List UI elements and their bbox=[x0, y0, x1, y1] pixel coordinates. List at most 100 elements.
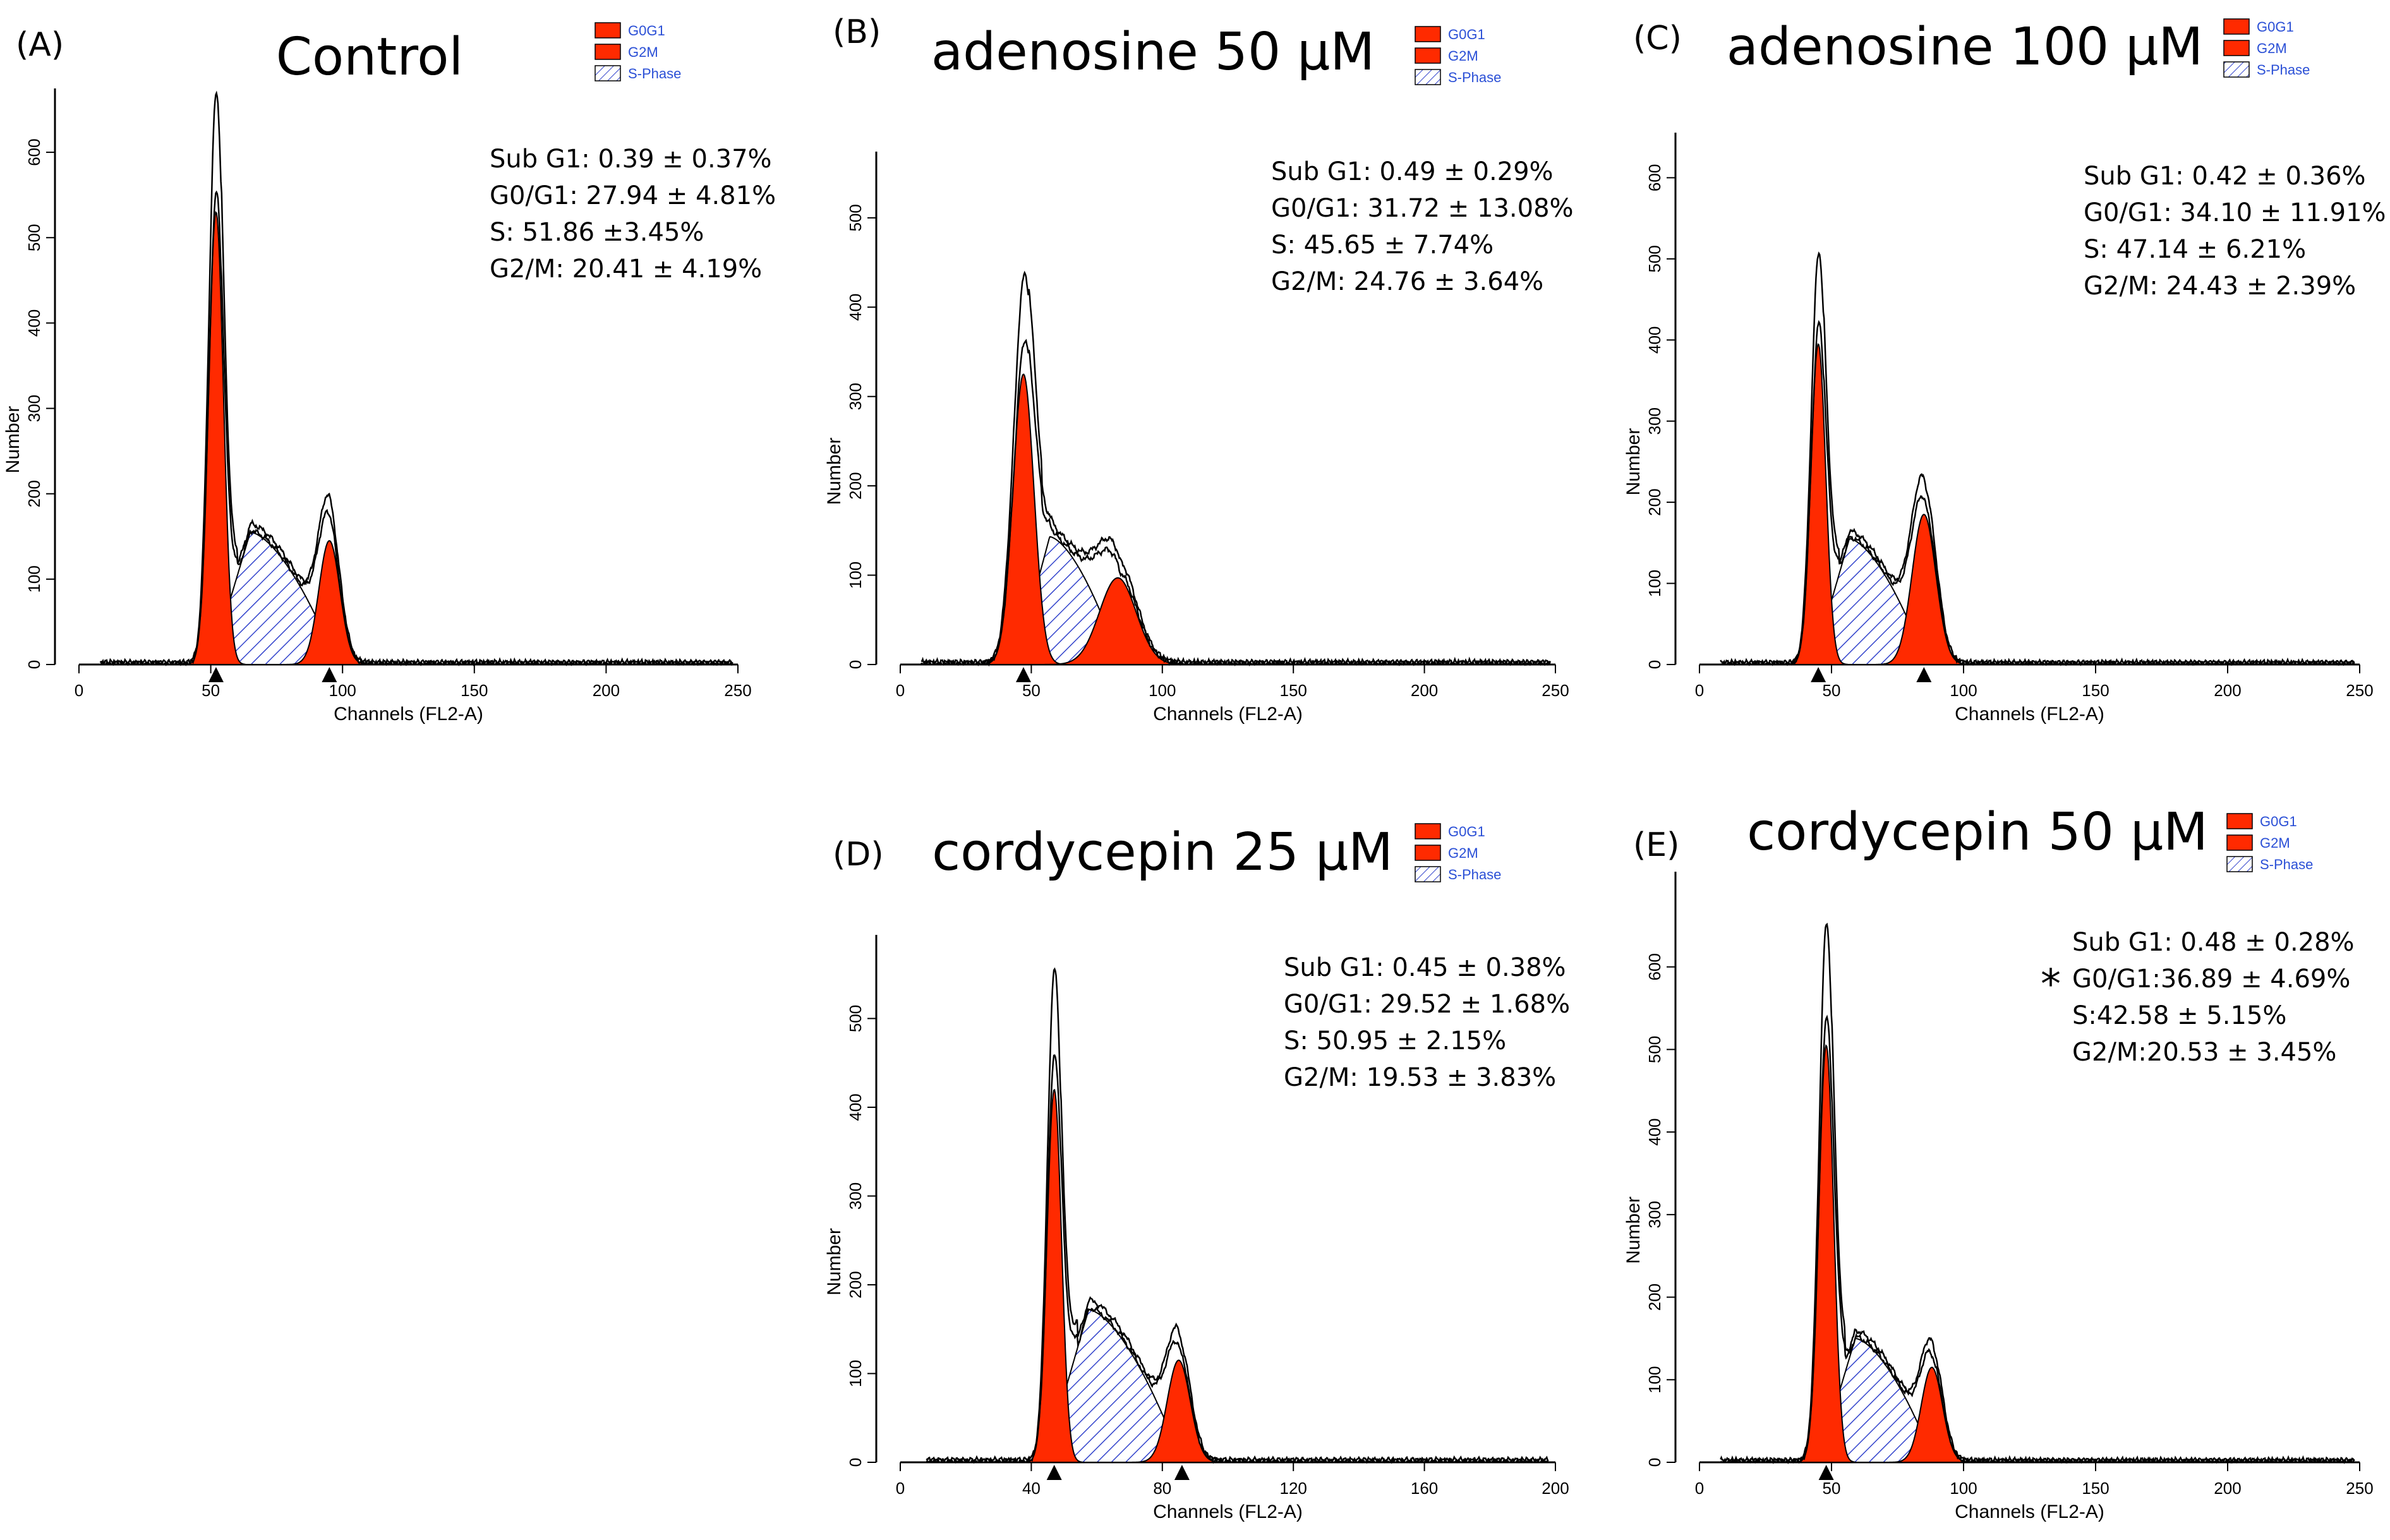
stat-line: G2/M: 19.53 ± 3.83% bbox=[1284, 1063, 1556, 1092]
panel-title: Control bbox=[276, 27, 463, 87]
stat-line: S: 50.95 ± 2.15% bbox=[1284, 1026, 1506, 1056]
histogram-panel: 0 40 80 120 160 200 0 100 200 300 400 500 Channels (… bbox=[824, 822, 1570, 1522]
y-tick-label: 300 bbox=[846, 1182, 865, 1210]
y-tick-label: 600 bbox=[1645, 953, 1664, 980]
x-tick-label: 100 bbox=[1950, 681, 1977, 700]
panel-title: cordycepin 50 μM bbox=[1747, 802, 2208, 862]
y-tick-label: 300 bbox=[846, 383, 865, 410]
peak-marker-triangle bbox=[208, 667, 224, 682]
y-tick-label: 100 bbox=[1645, 570, 1664, 597]
peak-marker-triangle bbox=[1015, 667, 1031, 682]
histogram-panel: 0 50 100 150 200 250 0 100 200 300 400 500 600 Channe… bbox=[3, 22, 776, 725]
x-tick-label: 200 bbox=[2214, 681, 2241, 700]
legend-label-s-phase: S-Phase bbox=[1448, 69, 1501, 85]
x-tick-label: 200 bbox=[1542, 1479, 1569, 1498]
legend-label-s-phase: S-Phase bbox=[1448, 867, 1501, 882]
legend-swatch-g2m bbox=[594, 44, 621, 60]
y-tick-label: 0 bbox=[846, 1458, 865, 1467]
legend-label-g2m: G2M bbox=[2260, 835, 2290, 851]
x-tick-label: 250 bbox=[1542, 681, 1569, 700]
legend-label-g0g1: G0G1 bbox=[1448, 27, 1485, 42]
legend-swatch-g2m bbox=[1415, 47, 1441, 64]
y-tick-label: 0 bbox=[1645, 660, 1664, 669]
raw-histogram-trace bbox=[1720, 1014, 2355, 1464]
x-axis-label: Channels (FL2-A) bbox=[1153, 1501, 1303, 1522]
stat-line: G2/M: 24.76 ± 3.64% bbox=[1271, 267, 1543, 296]
x-tick-label: 200 bbox=[593, 681, 620, 700]
panel-title: adenosine 100 μM bbox=[1727, 17, 2203, 77]
panel-label: (A) bbox=[16, 26, 64, 64]
x-tick-label: 250 bbox=[2346, 681, 2373, 700]
y-tick-label: 600 bbox=[1645, 164, 1664, 191]
stat-line: S: 45.65 ± 7.74% bbox=[1271, 231, 1494, 260]
peak-marker-triangle bbox=[1916, 667, 1932, 682]
histogram-panel: 0 50 100 150 200 250 0 100 200 300 400 500 600 Channe… bbox=[1623, 17, 2386, 725]
legend: G0G1 G2M S-Phase bbox=[594, 22, 681, 81]
x-axis-label: Channels (FL2-A) bbox=[1955, 704, 2104, 725]
legend-swatch-g0g1 bbox=[1415, 823, 1441, 839]
x-tick-label: 150 bbox=[2082, 1479, 2109, 1498]
x-tick-label: 50 bbox=[1823, 1479, 1841, 1498]
peak-marker-triangle bbox=[1046, 1465, 1062, 1480]
legend: G0G1 G2M S-Phase bbox=[1415, 26, 1501, 85]
y-tick-label: 200 bbox=[846, 1271, 865, 1298]
stat-line: G0/G1: 29.52 ± 1.68% bbox=[1284, 990, 1570, 1019]
x-tick-label: 100 bbox=[329, 681, 356, 700]
x-axis-label: Channels (FL2-A) bbox=[334, 704, 483, 725]
y-tick-label: 300 bbox=[1645, 1201, 1664, 1228]
x-tick-label: 120 bbox=[1280, 1479, 1307, 1498]
legend-label-g0g1: G0G1 bbox=[1448, 824, 1485, 839]
y-tick-label: 0 bbox=[25, 660, 44, 669]
x-tick-label: 0 bbox=[1695, 681, 1704, 700]
y-tick-label: 500 bbox=[1645, 1036, 1664, 1063]
peak-marker-triangle bbox=[1811, 667, 1826, 682]
peak-marker-triangle bbox=[322, 667, 337, 682]
raw-histogram-trace bbox=[99, 190, 733, 666]
legend-swatch-s-phase bbox=[2223, 61, 2250, 78]
x-tick-label: 0 bbox=[1695, 1479, 1704, 1498]
stat-line: G0/G1: 27.94 ± 4.81% bbox=[490, 181, 776, 210]
legend-label-g0g1: G0G1 bbox=[2260, 814, 2297, 829]
x-tick-label: 200 bbox=[1411, 681, 1438, 700]
histogram-panel: 0 50 100 150 200 250 0 100 200 300 400 500 600 Channe… bbox=[1623, 802, 2374, 1522]
legend-label-g0g1: G0G1 bbox=[628, 23, 665, 39]
y-tick-label: 400 bbox=[1645, 1118, 1664, 1145]
x-tick-label: 40 bbox=[1022, 1479, 1041, 1498]
x-tick-label: 50 bbox=[1022, 681, 1041, 700]
x-tick-label: 50 bbox=[202, 681, 220, 700]
legend-label-g2m: G2M bbox=[628, 44, 658, 60]
x-tick-label: 0 bbox=[75, 681, 83, 700]
x-tick-label: 0 bbox=[896, 1479, 905, 1498]
y-axis-label: Number bbox=[1623, 428, 1644, 496]
g2m-peak bbox=[1044, 577, 1192, 665]
stat-line: G0/G1: 34.10 ± 11.91% bbox=[2084, 198, 2386, 227]
legend-label-g0g1: G0G1 bbox=[2257, 19, 2294, 35]
legend: G0G1 G2M S-Phase bbox=[1415, 823, 1501, 882]
x-tick-label: 50 bbox=[1823, 681, 1841, 700]
stat-line: G0/G1: 31.72 ± 13.08% bbox=[1271, 194, 1574, 223]
peak-marker-triangle bbox=[1818, 1465, 1834, 1480]
y-tick-label: 300 bbox=[25, 395, 44, 422]
raw-histogram-trace bbox=[926, 967, 1548, 1464]
x-axis-label: Channels (FL2-A) bbox=[1955, 1501, 2104, 1522]
raw-histogram-trace bbox=[920, 270, 1551, 667]
stat-line: S:42.58 ± 5.15% bbox=[2072, 1001, 2286, 1030]
legend-swatch-g0g1 bbox=[2223, 18, 2250, 35]
legend: G0G1 G2M S-Phase bbox=[2223, 18, 2310, 78]
stat-line: Sub G1: 0.48 ± 0.28% bbox=[2072, 928, 2355, 957]
legend-swatch-s-phase bbox=[1415, 866, 1441, 882]
x-tick-label: 250 bbox=[724, 681, 751, 700]
y-tick-label: 500 bbox=[846, 1005, 865, 1032]
stat-line: Sub G1: 0.45 ± 0.38% bbox=[1284, 953, 1566, 982]
y-axis-label: Number bbox=[1623, 1196, 1644, 1264]
y-tick-label: 100 bbox=[25, 565, 44, 593]
y-tick-label: 200 bbox=[846, 472, 865, 499]
legend-swatch-s-phase bbox=[594, 65, 621, 81]
x-tick-label: 150 bbox=[1280, 681, 1307, 700]
x-tick-label: 250 bbox=[2346, 1479, 2373, 1498]
y-axis-label: Number bbox=[3, 406, 23, 474]
legend-label-s-phase: S-Phase bbox=[2260, 857, 2313, 872]
stat-line: Sub G1: 0.49 ± 0.29% bbox=[1271, 157, 1554, 186]
y-tick-label: 500 bbox=[1645, 245, 1664, 272]
